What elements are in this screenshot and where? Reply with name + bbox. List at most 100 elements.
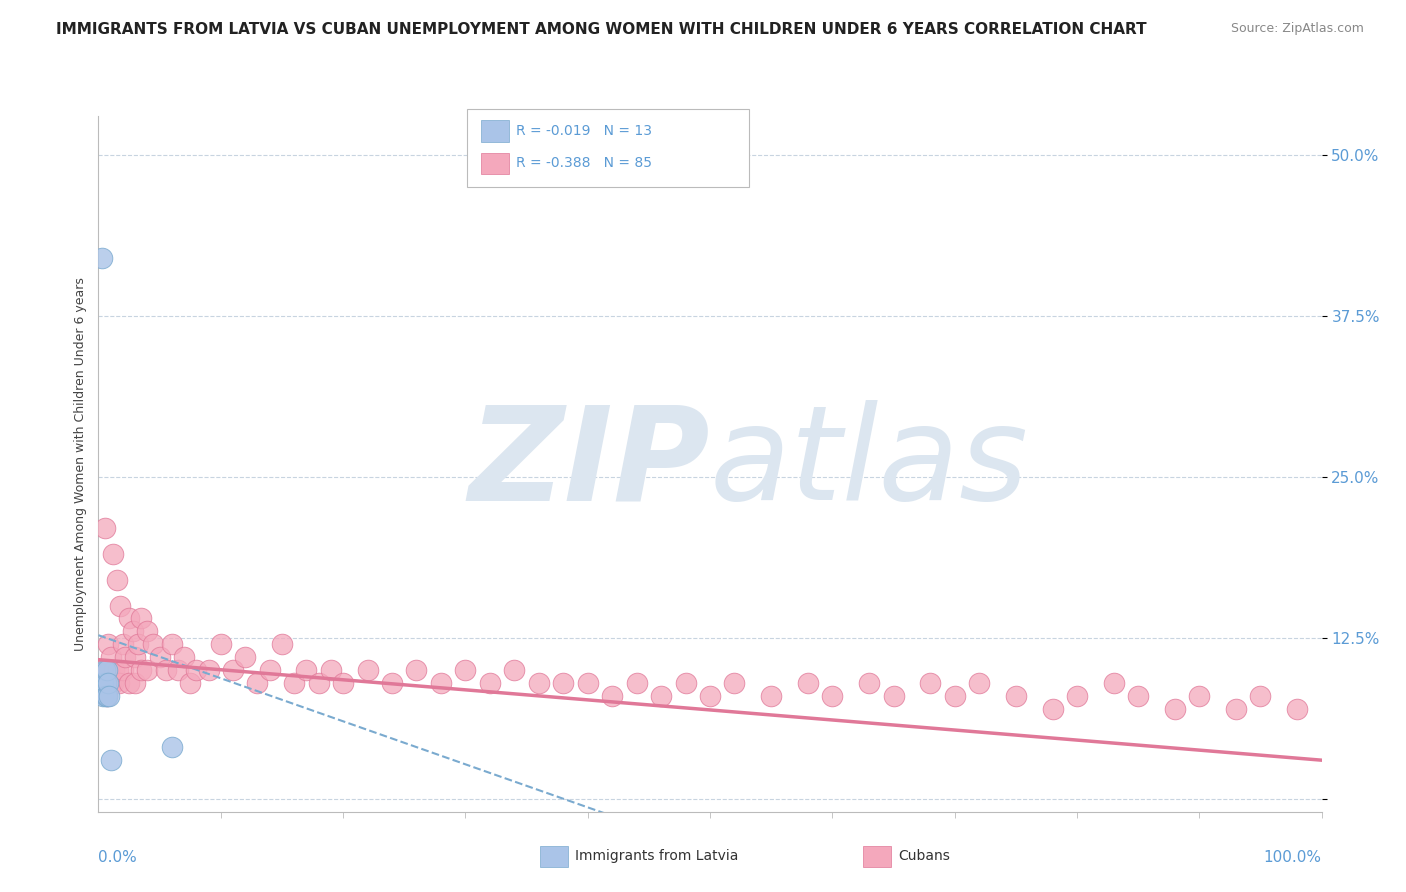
Point <box>91 676 114 690</box>
Point <box>233 650 256 665</box>
Point <box>101 547 124 561</box>
Point <box>94 689 117 703</box>
Point <box>91 676 114 690</box>
Point <box>943 689 966 703</box>
Point <box>91 689 114 703</box>
Point <box>295 663 318 677</box>
Point <box>699 689 721 703</box>
Point <box>1188 689 1211 703</box>
Text: Immigrants from Latvia: Immigrants from Latvia <box>575 849 738 863</box>
Point <box>124 676 146 690</box>
Point <box>283 676 305 690</box>
Point <box>142 637 165 651</box>
Point <box>723 676 745 690</box>
Point <box>308 676 330 690</box>
Point <box>553 676 575 690</box>
Point <box>883 689 905 703</box>
Text: 100.0%: 100.0% <box>1264 850 1322 865</box>
Point <box>111 637 134 651</box>
Point <box>319 663 342 677</box>
Point <box>626 676 648 690</box>
Point <box>821 689 844 703</box>
Point <box>160 740 183 755</box>
Point <box>97 637 120 651</box>
Text: Source: ZipAtlas.com: Source: ZipAtlas.com <box>1230 22 1364 36</box>
Point <box>405 663 427 677</box>
Point <box>650 689 672 703</box>
Point <box>173 650 195 665</box>
Point <box>209 637 232 651</box>
Point <box>1225 701 1247 715</box>
Point <box>1164 701 1187 715</box>
Point <box>155 663 177 677</box>
Point <box>1286 701 1309 715</box>
Point <box>93 663 115 677</box>
Point <box>94 676 117 690</box>
Point <box>356 663 378 677</box>
Point <box>920 676 942 690</box>
Text: atlas: atlas <box>710 401 1029 527</box>
Point <box>186 663 208 677</box>
Point <box>100 753 122 767</box>
Point <box>101 676 124 690</box>
Point <box>1066 689 1088 703</box>
Point <box>1102 676 1125 690</box>
Point <box>797 676 820 690</box>
Point <box>478 676 501 690</box>
Point <box>107 663 129 677</box>
Point <box>1042 701 1064 715</box>
Point <box>94 676 117 690</box>
Point <box>246 676 269 690</box>
Point <box>100 676 122 690</box>
Point <box>108 676 131 690</box>
Point <box>858 676 880 690</box>
Point <box>600 689 623 703</box>
Point <box>761 689 783 703</box>
Point <box>576 676 599 690</box>
Point <box>332 676 354 690</box>
Point <box>91 676 114 690</box>
Point <box>136 663 159 677</box>
Point <box>91 251 114 265</box>
Point <box>270 637 294 651</box>
Point <box>381 676 404 690</box>
Point <box>179 676 201 690</box>
Point <box>197 663 219 677</box>
Point <box>91 663 114 677</box>
Point <box>100 650 122 665</box>
Point <box>114 650 136 665</box>
Point <box>1004 689 1026 703</box>
Point <box>430 676 453 690</box>
Point <box>97 676 120 690</box>
Text: ZIP: ZIP <box>468 401 710 527</box>
Point <box>259 663 281 677</box>
Point <box>1128 689 1150 703</box>
Point <box>222 663 245 677</box>
Text: R = -0.019   N = 13: R = -0.019 N = 13 <box>516 124 652 138</box>
Point <box>967 676 990 690</box>
Point <box>96 663 118 677</box>
Point <box>527 676 550 690</box>
Point <box>129 611 152 625</box>
Point <box>111 663 134 677</box>
Point <box>675 676 697 690</box>
Point <box>103 663 125 677</box>
Y-axis label: Unemployment Among Women with Children Under 6 years: Unemployment Among Women with Children U… <box>75 277 87 651</box>
Point <box>96 663 118 677</box>
Text: R = -0.388   N = 85: R = -0.388 N = 85 <box>516 156 652 170</box>
Point <box>96 689 118 703</box>
Point <box>454 663 477 677</box>
Point <box>98 689 121 703</box>
Point <box>96 689 118 703</box>
Point <box>97 676 120 690</box>
Point <box>118 676 141 690</box>
Point <box>127 637 149 651</box>
Text: IMMIGRANTS FROM LATVIA VS CUBAN UNEMPLOYMENT AMONG WOMEN WITH CHILDREN UNDER 6 Y: IMMIGRANTS FROM LATVIA VS CUBAN UNEMPLOY… <box>56 22 1147 37</box>
Point <box>105 573 128 587</box>
Point <box>136 624 159 639</box>
Point <box>503 663 526 677</box>
Point <box>110 599 132 613</box>
Point <box>167 663 190 677</box>
Text: 0.0%: 0.0% <box>98 850 138 865</box>
Point <box>124 650 146 665</box>
